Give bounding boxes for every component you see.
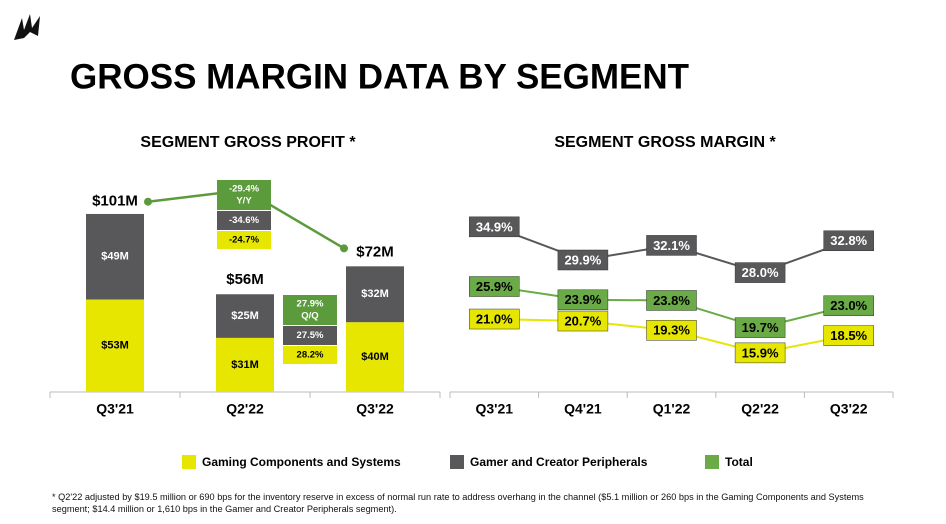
total-marker (144, 197, 152, 206)
x-tick-label: Q3'21 (476, 401, 514, 417)
change-label: 27.9% (297, 299, 324, 310)
value-box (646, 290, 697, 311)
value-label: 34.9% (476, 219, 513, 234)
x-tick-label: Q3'22 (356, 401, 394, 417)
value-box (734, 262, 786, 283)
total-label: $56M (226, 271, 264, 288)
value-label: 32.8% (830, 233, 867, 248)
value-label: 28.0% (742, 265, 779, 280)
change-box (217, 180, 271, 210)
footnote: * Q2'22 adjusted by $19.5 million or 690… (52, 492, 864, 514)
value-box (734, 342, 786, 364)
value-box (557, 310, 609, 332)
legend-label: Gamer and Creator Peripherals (470, 455, 648, 469)
change-label: -24.7% (229, 235, 260, 246)
bar-segment (346, 266, 404, 323)
bar-value-label: $31M (231, 359, 259, 371)
value-label: 21.0% (476, 311, 513, 326)
change-label: 27.5% (297, 330, 324, 341)
total-marker (340, 244, 348, 253)
value-label: 29.9% (564, 252, 601, 267)
bar-segment (86, 213, 144, 300)
change-box (217, 231, 271, 249)
bar-segment (216, 294, 274, 338)
value-box (823, 325, 874, 346)
bar-value-label: $53M (101, 340, 129, 352)
legend-swatch (705, 455, 719, 469)
bar-value-label: $40M (361, 351, 389, 363)
value-box (557, 249, 609, 271)
logo (14, 14, 40, 40)
value-label: 25.9% (476, 279, 513, 294)
bar-segment (86, 299, 144, 392)
value-label: 15.9% (742, 345, 779, 360)
value-box (469, 216, 520, 238)
value-box (646, 235, 697, 256)
x-tick-label: Q4'21 (564, 401, 602, 417)
x-tick-label: Q3'22 (830, 401, 868, 417)
change-box (283, 326, 337, 345)
x-tick-label: Q2'22 (226, 401, 264, 417)
value-label: 19.7% (742, 320, 779, 335)
change-label: -34.6% (229, 215, 260, 226)
bar-segment (346, 322, 404, 392)
bar-value-label: $49M (101, 251, 129, 263)
x-tick-label: Q2'22 (741, 401, 779, 417)
legend-label: Gaming Components and Systems (202, 455, 401, 469)
bar-value-label: $25M (231, 310, 259, 322)
value-label: 23.9% (564, 292, 601, 307)
value-box (823, 295, 874, 317)
bar-segment (216, 337, 274, 392)
legend-swatch (450, 455, 464, 469)
value-label: 20.7% (564, 313, 601, 328)
value-box (469, 308, 520, 330)
value-box (557, 289, 609, 311)
chart-title: SEGMENT GROSS MARGIN * (554, 134, 776, 151)
change-box (283, 295, 337, 325)
change-label: 28.2% (297, 350, 324, 361)
chart-title: SEGMENT GROSS PROFIT * (140, 134, 356, 151)
value-label: 23.0% (830, 298, 867, 313)
value-label: 23.8% (653, 293, 690, 308)
value-label: 18.5% (830, 328, 867, 343)
value-box (734, 317, 786, 338)
total-label: $101M (92, 193, 138, 210)
change-period: Q/Q (301, 311, 318, 322)
value-box (823, 230, 874, 252)
change-period: Y/Y (236, 196, 252, 207)
legend-label: Total (725, 455, 753, 469)
x-tick-label: Q1'22 (653, 401, 691, 417)
x-tick-label: Q3'21 (96, 401, 134, 417)
total-label: $72M (356, 243, 394, 260)
value-box (646, 320, 697, 341)
bar-value-label: $32M (361, 288, 389, 300)
change-box (283, 346, 337, 364)
value-label: 19.3% (653, 323, 690, 338)
legend-swatch (182, 455, 196, 469)
value-label: 32.1% (653, 238, 690, 253)
change-label: -29.4% (229, 184, 260, 195)
page-title: GROSS MARGIN DATA BY SEGMENT (70, 57, 689, 96)
change-box (217, 211, 271, 230)
value-box (469, 276, 520, 297)
